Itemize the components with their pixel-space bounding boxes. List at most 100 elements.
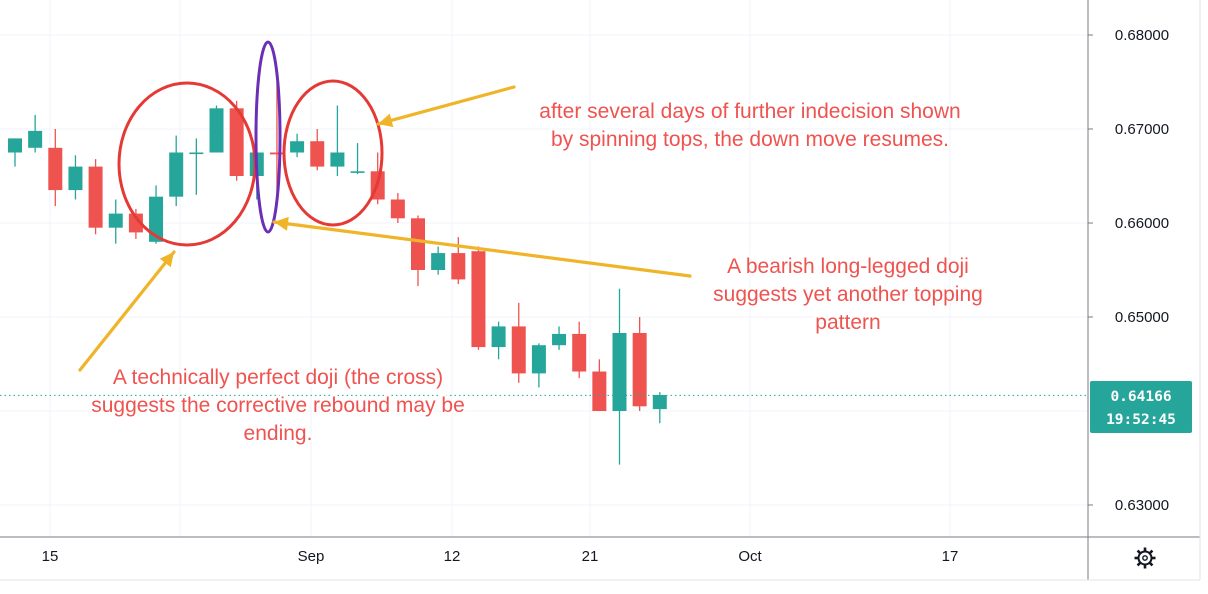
annotation-text: after several days of further indecision… xyxy=(537,98,962,153)
annotation-line: suggests yet another topping xyxy=(713,283,983,306)
candle[interactable] xyxy=(572,321,587,379)
x-tick-label: 17 xyxy=(942,548,959,565)
y-tick-label: 0.67000 xyxy=(1115,121,1169,138)
candle-body xyxy=(592,371,607,411)
y-tick-label: 0.68000 xyxy=(1115,27,1169,44)
candle-body xyxy=(531,345,546,374)
candle[interactable] xyxy=(350,143,365,175)
candle[interactable] xyxy=(269,82,284,193)
annotation-text: A bearish long-legged doji suggests yet a… xyxy=(711,253,985,336)
arrow-shaft xyxy=(272,220,692,278)
current-price-tag: 0.64166 19:52:45 xyxy=(1090,381,1192,433)
annotation-line: A technically perfect doji (the cross) xyxy=(113,366,443,389)
candle[interactable] xyxy=(511,302,526,383)
candle[interactable] xyxy=(531,343,546,388)
arrow-to-perfect-doji xyxy=(78,250,176,372)
candles[interactable] xyxy=(8,82,667,465)
candle[interactable] xyxy=(8,138,22,167)
arrow-shaft xyxy=(78,250,176,372)
candle[interactable] xyxy=(169,135,184,207)
candle-body xyxy=(209,108,224,153)
candle-body xyxy=(189,152,204,155)
candle[interactable] xyxy=(652,392,667,424)
candle[interactable] xyxy=(612,288,627,465)
candle-body xyxy=(652,395,667,410)
x-tick-label: Oct xyxy=(738,548,762,565)
bar-countdown: 19:52:45 xyxy=(1106,412,1176,428)
candle[interactable] xyxy=(48,129,63,207)
annotation-line: by spinning tops, the down move resumes. xyxy=(551,128,949,151)
candle-body xyxy=(330,152,345,167)
candle-body xyxy=(451,253,466,280)
candle-body xyxy=(290,141,305,153)
candle[interactable] xyxy=(552,326,567,350)
candle[interactable] xyxy=(471,246,486,350)
candle[interactable] xyxy=(88,159,103,235)
annotation-line: pattern xyxy=(815,311,880,334)
candle[interactable] xyxy=(390,192,405,223)
y-tick-label: 0.63000 xyxy=(1115,497,1169,514)
current-price-value: 0.64166 xyxy=(1110,389,1171,405)
candle-body xyxy=(471,251,486,348)
y-tick-label: 0.65000 xyxy=(1115,309,1169,326)
candle-body xyxy=(431,253,446,270)
candle-body xyxy=(128,213,143,233)
candle[interactable] xyxy=(149,185,164,244)
candle[interactable] xyxy=(310,129,325,171)
x-tick-label: Sep xyxy=(298,548,325,565)
candle[interactable] xyxy=(209,105,224,153)
candle-body xyxy=(390,199,405,219)
candle-body xyxy=(88,166,103,228)
arrow-head xyxy=(378,113,394,128)
candle-body xyxy=(411,218,425,270)
candle-body xyxy=(350,171,365,173)
candle[interactable] xyxy=(290,133,305,158)
candle-body xyxy=(632,332,647,407)
arrow-head xyxy=(159,252,174,268)
annotation-line: ending. xyxy=(244,422,313,445)
x-tick-label: 12 xyxy=(444,548,461,565)
candle-body xyxy=(229,108,244,176)
price-tag-background xyxy=(1090,381,1192,433)
candle[interactable] xyxy=(28,114,43,153)
y-tick-label: 0.66000 xyxy=(1115,215,1169,232)
settings-button[interactable] xyxy=(1134,547,1156,569)
annotation-line: suggests the corrective rebound may be xyxy=(91,394,465,417)
arrow-to-spinning-tops xyxy=(376,85,516,128)
axes: 0.68000 0.67000 0.66000 0.65000 0.63000 15 Sep… xyxy=(0,0,1201,581)
arrow-shaft xyxy=(376,85,516,126)
candle[interactable] xyxy=(108,199,123,244)
gear-icon[interactable] xyxy=(1134,547,1156,569)
candle-body xyxy=(269,152,284,155)
gear-hub xyxy=(1142,555,1148,561)
candle-body xyxy=(108,213,123,228)
candle[interactable] xyxy=(411,215,425,286)
candle[interactable] xyxy=(128,208,143,239)
arrow-to-long-legged-doji xyxy=(272,216,692,278)
candle-body xyxy=(28,130,43,148)
candle-body xyxy=(511,326,526,374)
annotations-overlay: after several days of further indecision… xyxy=(0,40,1088,447)
candle[interactable] xyxy=(330,105,345,177)
candle-body xyxy=(552,333,567,346)
candle-body xyxy=(48,147,63,191)
annotation-line: after several days of further indecision… xyxy=(539,100,960,123)
candle[interactable] xyxy=(592,359,607,411)
candle-body xyxy=(491,326,506,348)
candle[interactable] xyxy=(189,138,204,195)
candle-body xyxy=(149,196,164,242)
long-legged-doji-ellipse xyxy=(254,40,282,234)
candle[interactable] xyxy=(431,246,446,275)
candle[interactable] xyxy=(491,321,506,360)
candle[interactable] xyxy=(229,100,244,181)
spinning-tops-circle xyxy=(282,79,384,227)
candle[interactable] xyxy=(68,155,83,200)
candle-body xyxy=(68,166,83,191)
x-tick-label: 21 xyxy=(582,548,599,565)
candle-body xyxy=(572,333,587,372)
candle-body xyxy=(310,141,325,167)
candle-body xyxy=(169,152,184,197)
